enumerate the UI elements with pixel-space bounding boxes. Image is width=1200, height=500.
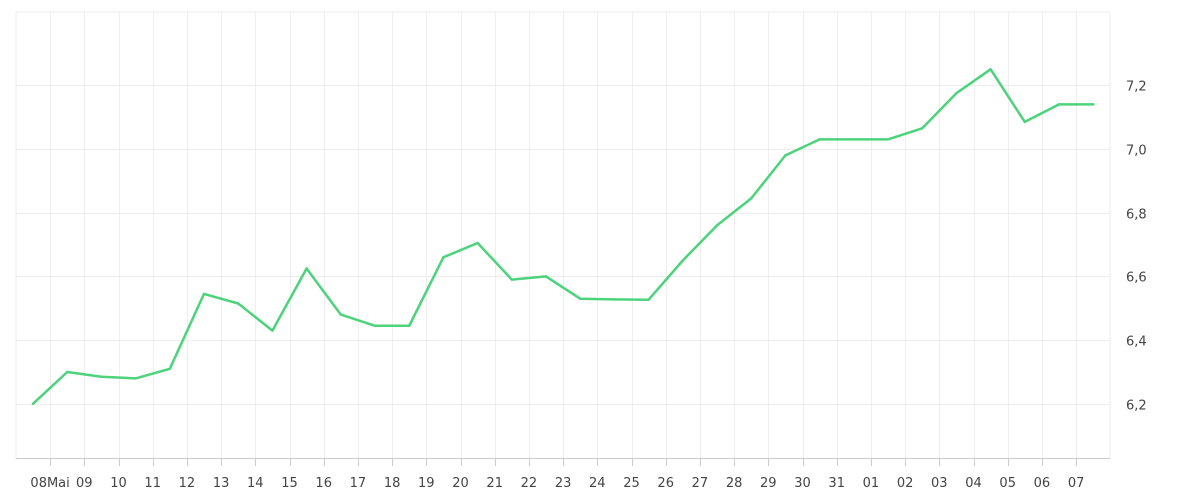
x-tick-label: 08Mai <box>30 476 69 491</box>
data-point <box>271 329 274 332</box>
data-point <box>1092 103 1095 106</box>
data-point <box>408 324 411 327</box>
y-tick-label: 6,4 <box>1126 335 1147 350</box>
series-line <box>31 68 1095 406</box>
data-point <box>1057 103 1061 106</box>
data-point <box>613 298 616 301</box>
x-tick-label: 09 <box>76 476 93 491</box>
data-point <box>852 138 855 141</box>
data-point <box>579 297 582 300</box>
data-point <box>715 224 719 227</box>
x-tick-label: 20 <box>452 476 469 491</box>
data-point <box>921 127 924 130</box>
data-point <box>31 402 35 405</box>
y-tick-label: 7,2 <box>1126 80 1147 95</box>
x-tick-label: 25 <box>623 476 640 491</box>
data-point <box>134 377 137 380</box>
data-point <box>750 197 753 200</box>
x-tick-label: 14 <box>247 476 264 491</box>
x-tick-label: 07 <box>1068 476 1085 491</box>
x-tick-label: 27 <box>692 476 709 491</box>
data-point <box>510 278 513 281</box>
x-tick-label: 11 <box>144 476 161 491</box>
x-tick-label: 26 <box>657 476 674 491</box>
data-point <box>442 256 445 259</box>
data-point <box>544 275 548 278</box>
data-point <box>168 367 171 370</box>
x-tick-label: 04 <box>965 476 982 491</box>
x-tick-label: 16 <box>315 476 332 491</box>
x-tick-label: 30 <box>794 476 811 491</box>
data-point <box>955 92 958 95</box>
data-point <box>202 292 206 296</box>
data-point <box>681 259 684 262</box>
x-tick-label: 10 <box>110 476 127 491</box>
x-tick-label: 05 <box>999 476 1016 491</box>
x-tick-label: 31 <box>828 476 845 491</box>
x-tick-label: 17 <box>350 476 367 491</box>
label-layer: 6,2 6,4 6,6 6,8 7,0 7,2 08Mai 09 10 11 12 13 14 15 16 1… <box>30 80 1146 492</box>
y-tick-label: 6,2 <box>1126 399 1147 414</box>
x-tick-label: 19 <box>418 476 435 491</box>
data-point <box>476 241 479 245</box>
data-point <box>818 138 821 141</box>
x-tick-label: 03 <box>931 476 948 491</box>
y-tick-label: 7,0 <box>1126 144 1147 159</box>
x-tick-label: 21 <box>486 476 503 491</box>
data-point <box>305 267 308 270</box>
y-tick-label: 6,6 <box>1126 271 1147 286</box>
x-tick-label: 24 <box>589 476 606 491</box>
data-point <box>784 154 787 157</box>
x-tick-label: 15 <box>281 476 298 491</box>
x-tick-label: 13 <box>213 476 230 491</box>
data-point <box>237 302 240 305</box>
x-tick-label: 23 <box>555 476 572 491</box>
axis-layer <box>16 458 1110 466</box>
data-point <box>373 324 377 327</box>
series-layer <box>31 68 1095 406</box>
x-tick-label: 28 <box>726 476 743 491</box>
data-point <box>886 138 890 141</box>
data-point <box>66 370 69 374</box>
x-tick-label: 22 <box>521 476 538 491</box>
x-tick-label: 06 <box>1034 476 1051 491</box>
x-tick-label: 29 <box>760 476 777 491</box>
y-tick-label: 6,8 <box>1126 208 1147 223</box>
data-point <box>989 68 992 71</box>
data-point <box>1023 120 1026 124</box>
x-tick-label: 18 <box>384 476 401 491</box>
data-point <box>339 313 342 316</box>
grid-layer <box>15 11 1111 458</box>
x-tick-label: 12 <box>179 476 196 491</box>
x-tick-label: 02 <box>897 476 914 491</box>
data-point <box>647 298 650 301</box>
data-point <box>100 375 103 378</box>
x-tick-label: 01 <box>863 476 880 491</box>
